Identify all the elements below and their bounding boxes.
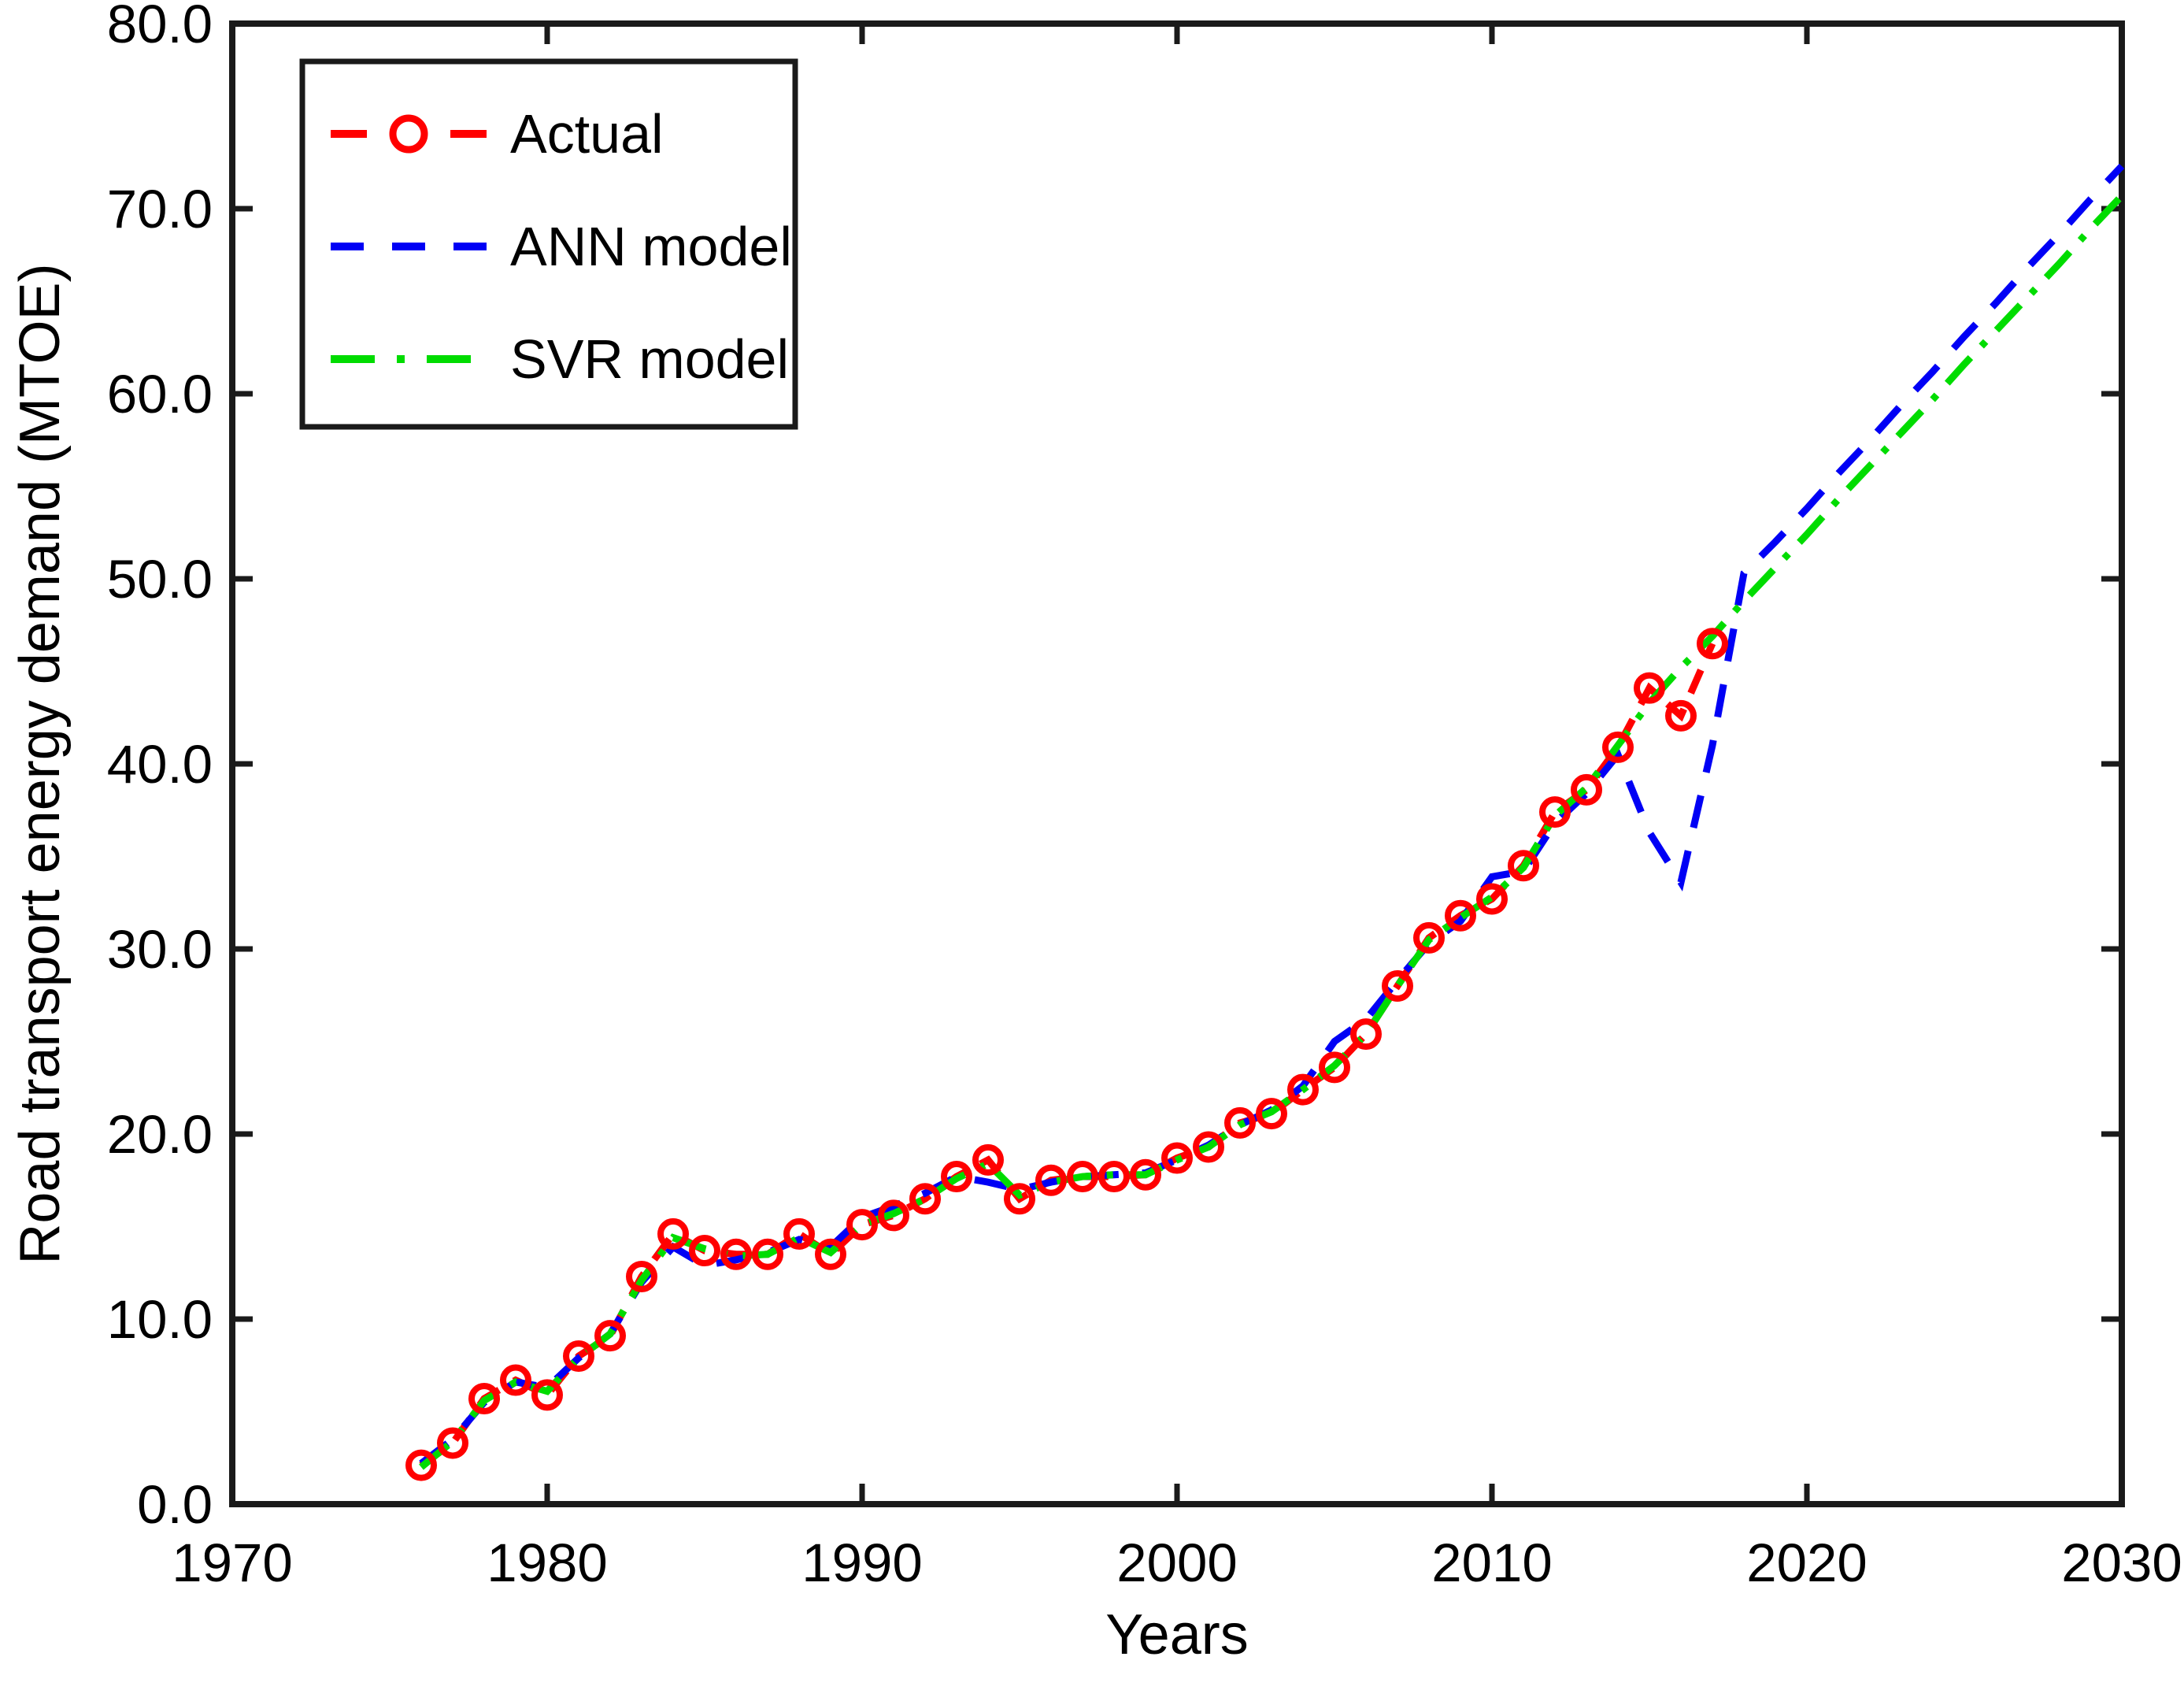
data-point-marker xyxy=(1634,672,1665,704)
data-point-marker xyxy=(657,1217,689,1250)
data-point-marker xyxy=(1287,1073,1319,1106)
data-point-marker xyxy=(1539,796,1571,828)
legend-item-svr-model: SVR model xyxy=(331,328,789,390)
data-point-marker xyxy=(1256,1098,1287,1130)
data-point-marker xyxy=(1697,628,1728,660)
data-point-marker xyxy=(1319,1051,1350,1084)
y-tick-label: 50.0 xyxy=(107,549,213,610)
y-tick-label: 0.0 xyxy=(137,1474,213,1535)
x-tick-label: 2010 xyxy=(1431,1532,1553,1593)
series-line-svr-model xyxy=(419,193,2125,1470)
data-point-marker xyxy=(815,1238,846,1270)
data-point-marker xyxy=(1665,699,1697,732)
data-point-marker xyxy=(1413,921,1445,954)
x-tick-label: 2020 xyxy=(1746,1532,1868,1593)
data-point-marker xyxy=(1193,1131,1224,1163)
legend-item-ann-model: ANN model xyxy=(331,216,792,277)
legend-label: ANN model xyxy=(510,216,792,277)
data-point-marker xyxy=(1508,850,1539,882)
data-point-marker xyxy=(972,1143,1004,1176)
data-point-marker xyxy=(1382,970,1413,1002)
axis-tick-labels: 1970 1980 1990 2000 2010 2020 2030 0.0 10.0 20.0 3… xyxy=(107,0,2182,1593)
series-markers-actual xyxy=(405,628,1728,1481)
data-point-marker xyxy=(563,1340,594,1372)
x-axis-label: Years xyxy=(1105,1603,1248,1666)
data-point-marker xyxy=(468,1383,500,1415)
data-point-marker xyxy=(909,1183,941,1215)
data-point-marker xyxy=(594,1320,626,1352)
data-point-marker xyxy=(1350,1018,1382,1051)
data-point-marker xyxy=(531,1379,563,1411)
data-point-marker xyxy=(1035,1164,1067,1196)
legend: Actual ANN model SVR model xyxy=(299,58,798,430)
x-tick-label: 1980 xyxy=(487,1532,608,1593)
data-point-marker xyxy=(405,1449,437,1481)
data-point-marker xyxy=(626,1260,657,1292)
y-axis-label: Road transport energy demand (MTOE) xyxy=(9,263,72,1264)
legend-label: SVR model xyxy=(510,328,789,390)
x-tick-label: 1990 xyxy=(801,1532,923,1593)
y-tick-label: 60.0 xyxy=(107,364,213,424)
data-point-marker xyxy=(1224,1106,1256,1139)
data-point-marker xyxy=(752,1238,783,1270)
x-tick-label: 1970 xyxy=(172,1532,293,1593)
data-point-marker xyxy=(1445,899,1476,932)
data-point-marker xyxy=(437,1427,468,1459)
data-point-marker xyxy=(941,1161,972,1193)
data-point-marker xyxy=(878,1199,909,1232)
data-point-marker xyxy=(1067,1161,1098,1193)
data-point-marker xyxy=(1130,1158,1161,1191)
data-point-marker xyxy=(1602,731,1634,763)
data-point-marker xyxy=(846,1209,878,1241)
data-point-marker xyxy=(1476,883,1508,915)
data-point-marker xyxy=(783,1217,815,1250)
y-tick-label: 80.0 xyxy=(107,0,213,54)
data-point-marker xyxy=(1004,1183,1035,1215)
y-tick-label: 10.0 xyxy=(107,1289,213,1350)
legend-label: Actual xyxy=(510,103,664,165)
y-tick-label: 20.0 xyxy=(107,1104,213,1165)
data-point-marker xyxy=(500,1364,531,1396)
data-point-marker xyxy=(720,1238,752,1270)
y-tick-label: 30.0 xyxy=(107,919,213,980)
legend-item-actual: Actual xyxy=(331,103,664,165)
data-point-marker xyxy=(1161,1142,1193,1174)
data-point-marker xyxy=(1098,1161,1130,1193)
y-tick-label: 40.0 xyxy=(107,734,213,795)
legend-items: Actual ANN model SVR model xyxy=(331,103,792,390)
x-tick-label: 2000 xyxy=(1116,1532,1238,1593)
data-point-marker xyxy=(1571,773,1602,806)
data-series xyxy=(405,163,2125,1481)
axis-ticks xyxy=(229,20,2125,1507)
x-tick-label: 2030 xyxy=(2061,1532,2182,1593)
legend-box xyxy=(299,58,798,430)
y-tick-label: 70.0 xyxy=(107,179,213,239)
data-point-marker xyxy=(689,1235,720,1267)
legend-sample-marker xyxy=(389,114,428,154)
